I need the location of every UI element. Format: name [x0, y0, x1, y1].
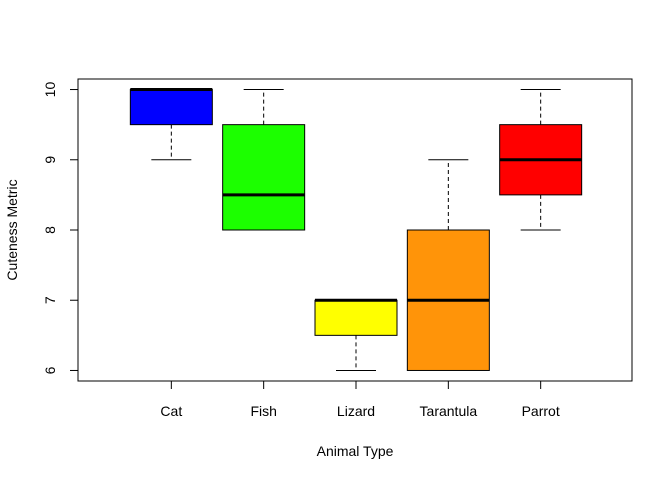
- box-body: [129, 89, 213, 126]
- y-tick-label: 10: [42, 82, 58, 98]
- x-tick-label: Parrot: [522, 403, 560, 419]
- x-tick-label: Cat: [160, 403, 182, 419]
- x-axis-title: Animal Type: [317, 443, 394, 459]
- x-tick-label: Tarantula: [420, 403, 478, 419]
- y-tick-label: 9: [42, 156, 58, 164]
- box-body: [222, 124, 306, 231]
- y-tick-label: 6: [42, 366, 58, 374]
- x-tick-label: Fish: [250, 403, 276, 419]
- box-fish: [222, 89, 306, 231]
- y-axis: 6 7 8 9 10: [42, 82, 79, 374]
- box-tarantula: [406, 159, 490, 371]
- y-tick-label: 8: [42, 226, 58, 234]
- boxes: [129, 88, 583, 371]
- x-tick-label: Lizard: [337, 403, 375, 419]
- y-tick-label: 7: [42, 296, 58, 304]
- box-cat: [129, 88, 213, 161]
- box-lizard: [314, 298, 398, 371]
- box-parrot: [499, 89, 583, 231]
- box-body: [314, 299, 398, 336]
- x-axis: Cat Fish Lizard Tarantula Parrot: [160, 380, 560, 419]
- y-axis-title: Cuteness Metric: [4, 179, 20, 280]
